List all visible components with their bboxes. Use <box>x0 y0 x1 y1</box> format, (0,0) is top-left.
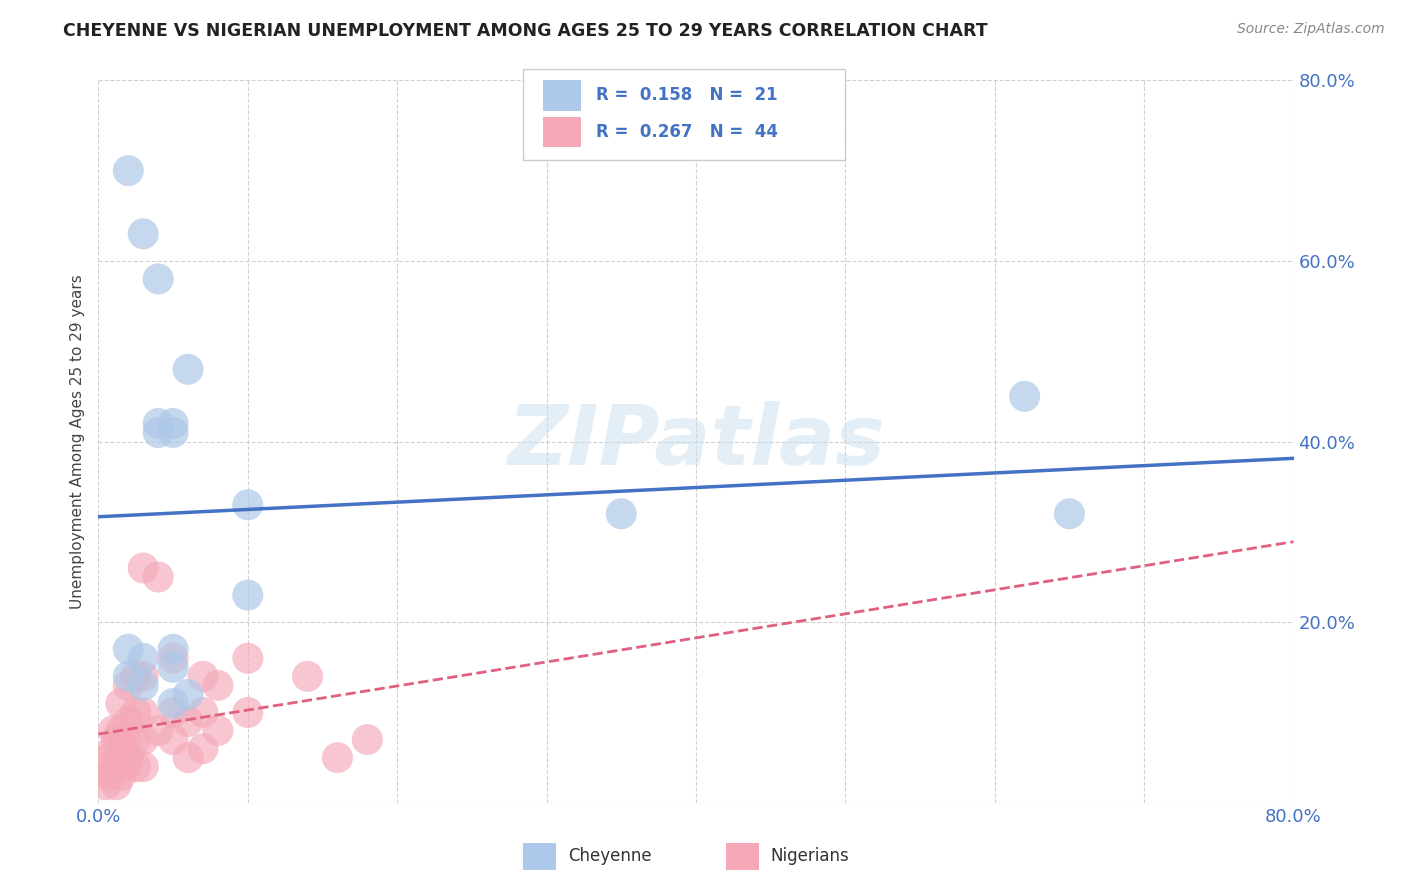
Point <box>148 723 170 738</box>
Point <box>236 651 259 665</box>
Point <box>105 732 128 747</box>
Text: Source: ZipAtlas.com: Source: ZipAtlas.com <box>1237 22 1385 37</box>
Point <box>236 498 259 512</box>
Point <box>114 732 136 747</box>
FancyBboxPatch shape <box>543 80 581 111</box>
Point <box>94 778 117 792</box>
Point <box>117 714 139 729</box>
Point <box>207 678 229 692</box>
Point <box>162 417 184 431</box>
Point <box>162 651 184 665</box>
Point <box>177 750 200 764</box>
Point <box>148 425 170 440</box>
Point <box>117 163 139 178</box>
Point <box>110 750 132 764</box>
Text: R =  0.267   N =  44: R = 0.267 N = 44 <box>596 123 778 141</box>
Point <box>162 660 184 674</box>
Point <box>162 642 184 657</box>
Point <box>110 769 132 783</box>
FancyBboxPatch shape <box>725 843 759 870</box>
Point <box>97 769 120 783</box>
Point <box>125 706 148 720</box>
Point <box>117 642 139 657</box>
Point <box>117 750 139 764</box>
Point <box>191 741 214 756</box>
Point <box>236 706 259 720</box>
Point <box>98 750 122 764</box>
Point <box>177 687 200 701</box>
Text: CHEYENNE VS NIGERIAN UNEMPLOYMENT AMONG AGES 25 TO 29 YEARS CORRELATION CHART: CHEYENNE VS NIGERIAN UNEMPLOYMENT AMONG … <box>63 22 988 40</box>
Point <box>94 760 117 774</box>
FancyBboxPatch shape <box>543 117 581 147</box>
Point <box>326 750 349 764</box>
Point <box>177 714 200 729</box>
Point <box>1014 389 1036 403</box>
Point <box>162 697 184 711</box>
Point <box>177 362 200 376</box>
Point <box>191 706 214 720</box>
Point <box>132 678 155 692</box>
Point <box>132 669 155 683</box>
Point <box>125 669 148 683</box>
Text: ZIPatlas: ZIPatlas <box>508 401 884 482</box>
Point <box>132 561 155 575</box>
Point <box>207 723 229 738</box>
Point <box>125 760 148 774</box>
Point <box>125 732 148 747</box>
Point <box>114 760 136 774</box>
Point <box>148 417 170 431</box>
Point <box>132 706 155 720</box>
Point <box>191 669 214 683</box>
Point <box>105 778 128 792</box>
Point <box>162 425 184 440</box>
Point <box>103 741 125 756</box>
Text: R =  0.158   N =  21: R = 0.158 N = 21 <box>596 87 778 104</box>
Point <box>132 227 155 241</box>
Point <box>132 760 155 774</box>
FancyBboxPatch shape <box>523 70 845 160</box>
Y-axis label: Unemployment Among Ages 25 to 29 years: Unemployment Among Ages 25 to 29 years <box>69 274 84 609</box>
Point <box>297 669 319 683</box>
Point <box>132 651 155 665</box>
Point <box>162 706 184 720</box>
FancyBboxPatch shape <box>523 843 557 870</box>
Text: Cheyenne: Cheyenne <box>568 847 652 864</box>
Point <box>610 507 633 521</box>
Point <box>356 732 378 747</box>
Point <box>110 697 132 711</box>
Point <box>117 669 139 683</box>
Point <box>162 732 184 747</box>
Point <box>103 723 125 738</box>
Point <box>148 272 170 286</box>
Point <box>236 588 259 602</box>
Point <box>117 678 139 692</box>
Text: Nigerians: Nigerians <box>770 847 849 864</box>
Point <box>132 732 155 747</box>
Point <box>1059 507 1081 521</box>
Point <box>110 723 132 738</box>
Point <box>105 760 128 774</box>
Point <box>148 570 170 584</box>
